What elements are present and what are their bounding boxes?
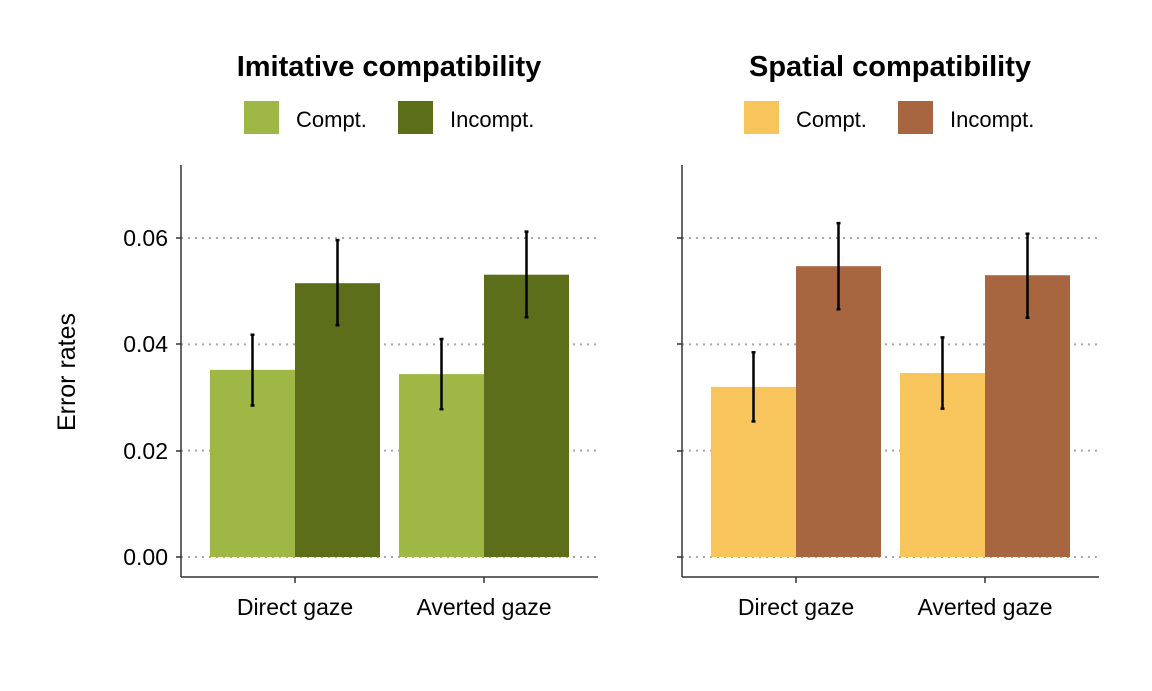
bar-incompt-direct bbox=[295, 283, 380, 557]
panel-imitative-compatibility: Imitative compatibility Compt. Incompt. … bbox=[123, 51, 598, 620]
panel-title: Spatial compatibility bbox=[749, 51, 1031, 83]
y-axis-title: Error rates bbox=[53, 313, 81, 431]
legend-swatch-compt bbox=[744, 101, 779, 134]
legend-swatch-incompt bbox=[898, 101, 933, 134]
legend-label-compt: Compt. bbox=[796, 107, 867, 132]
y-tick-label: 0.06 bbox=[123, 225, 168, 251]
legend: Compt. Incompt. bbox=[744, 101, 1034, 134]
legend-label-incompt: Incompt. bbox=[950, 107, 1034, 132]
y-tick-label: 0.02 bbox=[123, 438, 168, 464]
bar-incompt-direct bbox=[796, 266, 881, 557]
bars bbox=[210, 274, 569, 557]
legend-label-compt: Compt. bbox=[296, 107, 367, 132]
error-bars bbox=[751, 221, 1030, 423]
x-ticks: Direct gaze Averted gaze bbox=[237, 577, 552, 620]
x-ticks: Direct gaze Averted gaze bbox=[738, 577, 1053, 620]
y-tick-label: 0.00 bbox=[123, 544, 168, 570]
panel-spatial-compatibility: Spatial compatibility Compt. Incompt. Di… bbox=[677, 51, 1099, 620]
x-tick-label: Averted gaze bbox=[416, 594, 551, 620]
x-tick-label: Direct gaze bbox=[237, 594, 353, 620]
y-tick-label: 0.04 bbox=[123, 331, 168, 357]
legend: Compt. Incompt. bbox=[244, 101, 534, 134]
bar-incompt-averted bbox=[985, 275, 1070, 557]
legend-label-incompt: Incompt. bbox=[450, 107, 534, 132]
bar-incompt-averted bbox=[484, 274, 569, 557]
y-ticks: 0.00 0.02 0.04 0.06 bbox=[123, 225, 181, 570]
x-tick-label: Direct gaze bbox=[738, 594, 854, 620]
legend-swatch-compt bbox=[244, 101, 279, 134]
legend-swatch-incompt bbox=[398, 101, 433, 134]
bars bbox=[711, 266, 1070, 557]
y-ticks bbox=[677, 237, 682, 558]
error-bars bbox=[250, 230, 529, 411]
x-tick-label: Averted gaze bbox=[917, 594, 1052, 620]
panel-title: Imitative compatibility bbox=[237, 51, 542, 83]
